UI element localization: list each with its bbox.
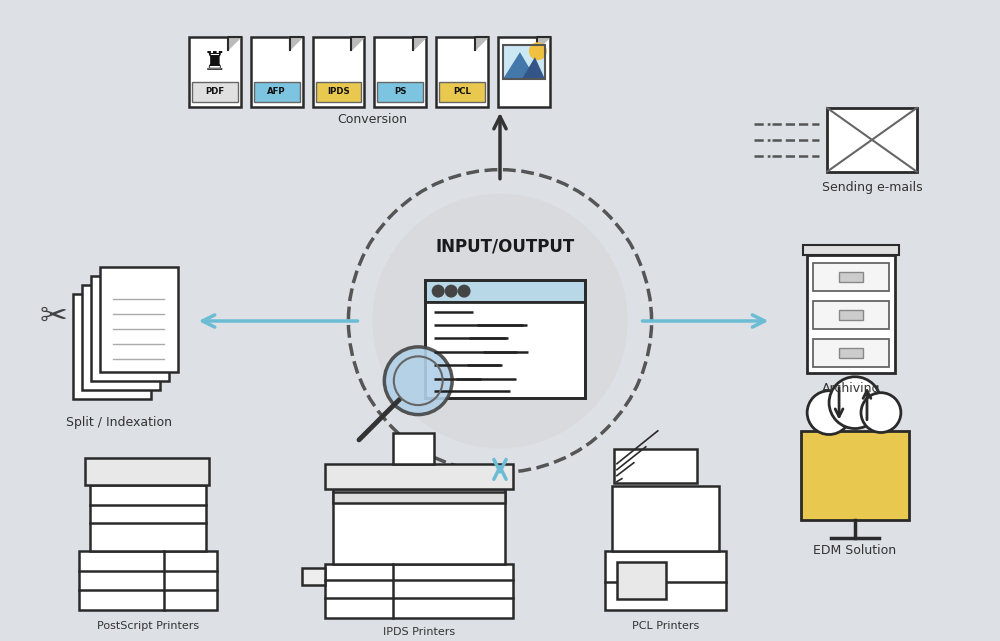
FancyBboxPatch shape (813, 339, 889, 367)
FancyBboxPatch shape (377, 82, 423, 102)
FancyBboxPatch shape (807, 255, 895, 373)
FancyBboxPatch shape (801, 431, 909, 520)
FancyBboxPatch shape (85, 458, 209, 485)
FancyBboxPatch shape (436, 37, 488, 107)
Circle shape (384, 347, 452, 415)
FancyBboxPatch shape (316, 82, 361, 102)
FancyBboxPatch shape (827, 108, 917, 172)
Polygon shape (537, 37, 550, 50)
Polygon shape (290, 37, 303, 50)
Polygon shape (503, 52, 536, 79)
FancyBboxPatch shape (614, 449, 697, 483)
FancyBboxPatch shape (374, 37, 426, 107)
Text: PCL Printers: PCL Printers (632, 620, 699, 631)
Text: IPDS Printers: IPDS Printers (383, 627, 455, 637)
FancyBboxPatch shape (325, 463, 513, 488)
Text: ✂: ✂ (39, 299, 67, 333)
Circle shape (445, 285, 458, 297)
Text: PostScript Printers: PostScript Printers (97, 620, 199, 631)
Text: Archiving: Archiving (822, 382, 880, 395)
Text: PS: PS (394, 87, 407, 97)
FancyBboxPatch shape (254, 82, 300, 102)
Circle shape (432, 285, 445, 297)
Polygon shape (228, 37, 241, 50)
FancyBboxPatch shape (79, 551, 217, 610)
FancyBboxPatch shape (100, 267, 178, 372)
Text: Conversion: Conversion (337, 113, 407, 126)
FancyBboxPatch shape (605, 551, 726, 610)
FancyBboxPatch shape (839, 272, 863, 282)
FancyBboxPatch shape (612, 487, 719, 551)
FancyBboxPatch shape (813, 301, 889, 329)
FancyBboxPatch shape (425, 280, 585, 302)
Circle shape (529, 42, 547, 60)
FancyBboxPatch shape (189, 37, 241, 107)
FancyBboxPatch shape (813, 263, 889, 291)
FancyBboxPatch shape (333, 488, 505, 564)
FancyBboxPatch shape (313, 37, 364, 107)
FancyBboxPatch shape (251, 37, 303, 107)
Polygon shape (413, 37, 426, 50)
FancyBboxPatch shape (90, 485, 206, 551)
FancyBboxPatch shape (439, 82, 485, 102)
FancyBboxPatch shape (192, 82, 238, 102)
FancyBboxPatch shape (393, 433, 434, 463)
FancyBboxPatch shape (617, 562, 666, 599)
Text: PCL: PCL (453, 87, 471, 97)
Polygon shape (522, 57, 545, 79)
FancyBboxPatch shape (503, 46, 545, 79)
Circle shape (372, 194, 628, 449)
FancyBboxPatch shape (73, 294, 151, 399)
Text: INPUT/OUTPUT: INPUT/OUTPUT (435, 237, 575, 255)
Circle shape (829, 377, 881, 429)
FancyBboxPatch shape (425, 302, 585, 397)
FancyBboxPatch shape (333, 492, 505, 503)
FancyBboxPatch shape (498, 37, 550, 107)
FancyBboxPatch shape (325, 564, 513, 618)
FancyBboxPatch shape (839, 348, 863, 358)
Circle shape (458, 285, 471, 297)
Text: ♜: ♜ (203, 50, 227, 76)
FancyBboxPatch shape (91, 276, 169, 381)
Polygon shape (475, 37, 488, 50)
FancyBboxPatch shape (803, 246, 899, 255)
Circle shape (807, 391, 851, 435)
Circle shape (861, 393, 901, 433)
Text: AFP: AFP (267, 87, 286, 97)
Polygon shape (351, 37, 364, 50)
FancyBboxPatch shape (839, 310, 863, 320)
Text: Sending e-mails: Sending e-mails (822, 181, 922, 194)
Text: Split / Indexation: Split / Indexation (66, 416, 172, 429)
Text: PDF: PDF (205, 87, 224, 97)
FancyBboxPatch shape (302, 567, 325, 585)
FancyBboxPatch shape (82, 285, 160, 390)
Text: IPDS: IPDS (327, 87, 350, 97)
Text: EDM Solution: EDM Solution (813, 544, 897, 556)
